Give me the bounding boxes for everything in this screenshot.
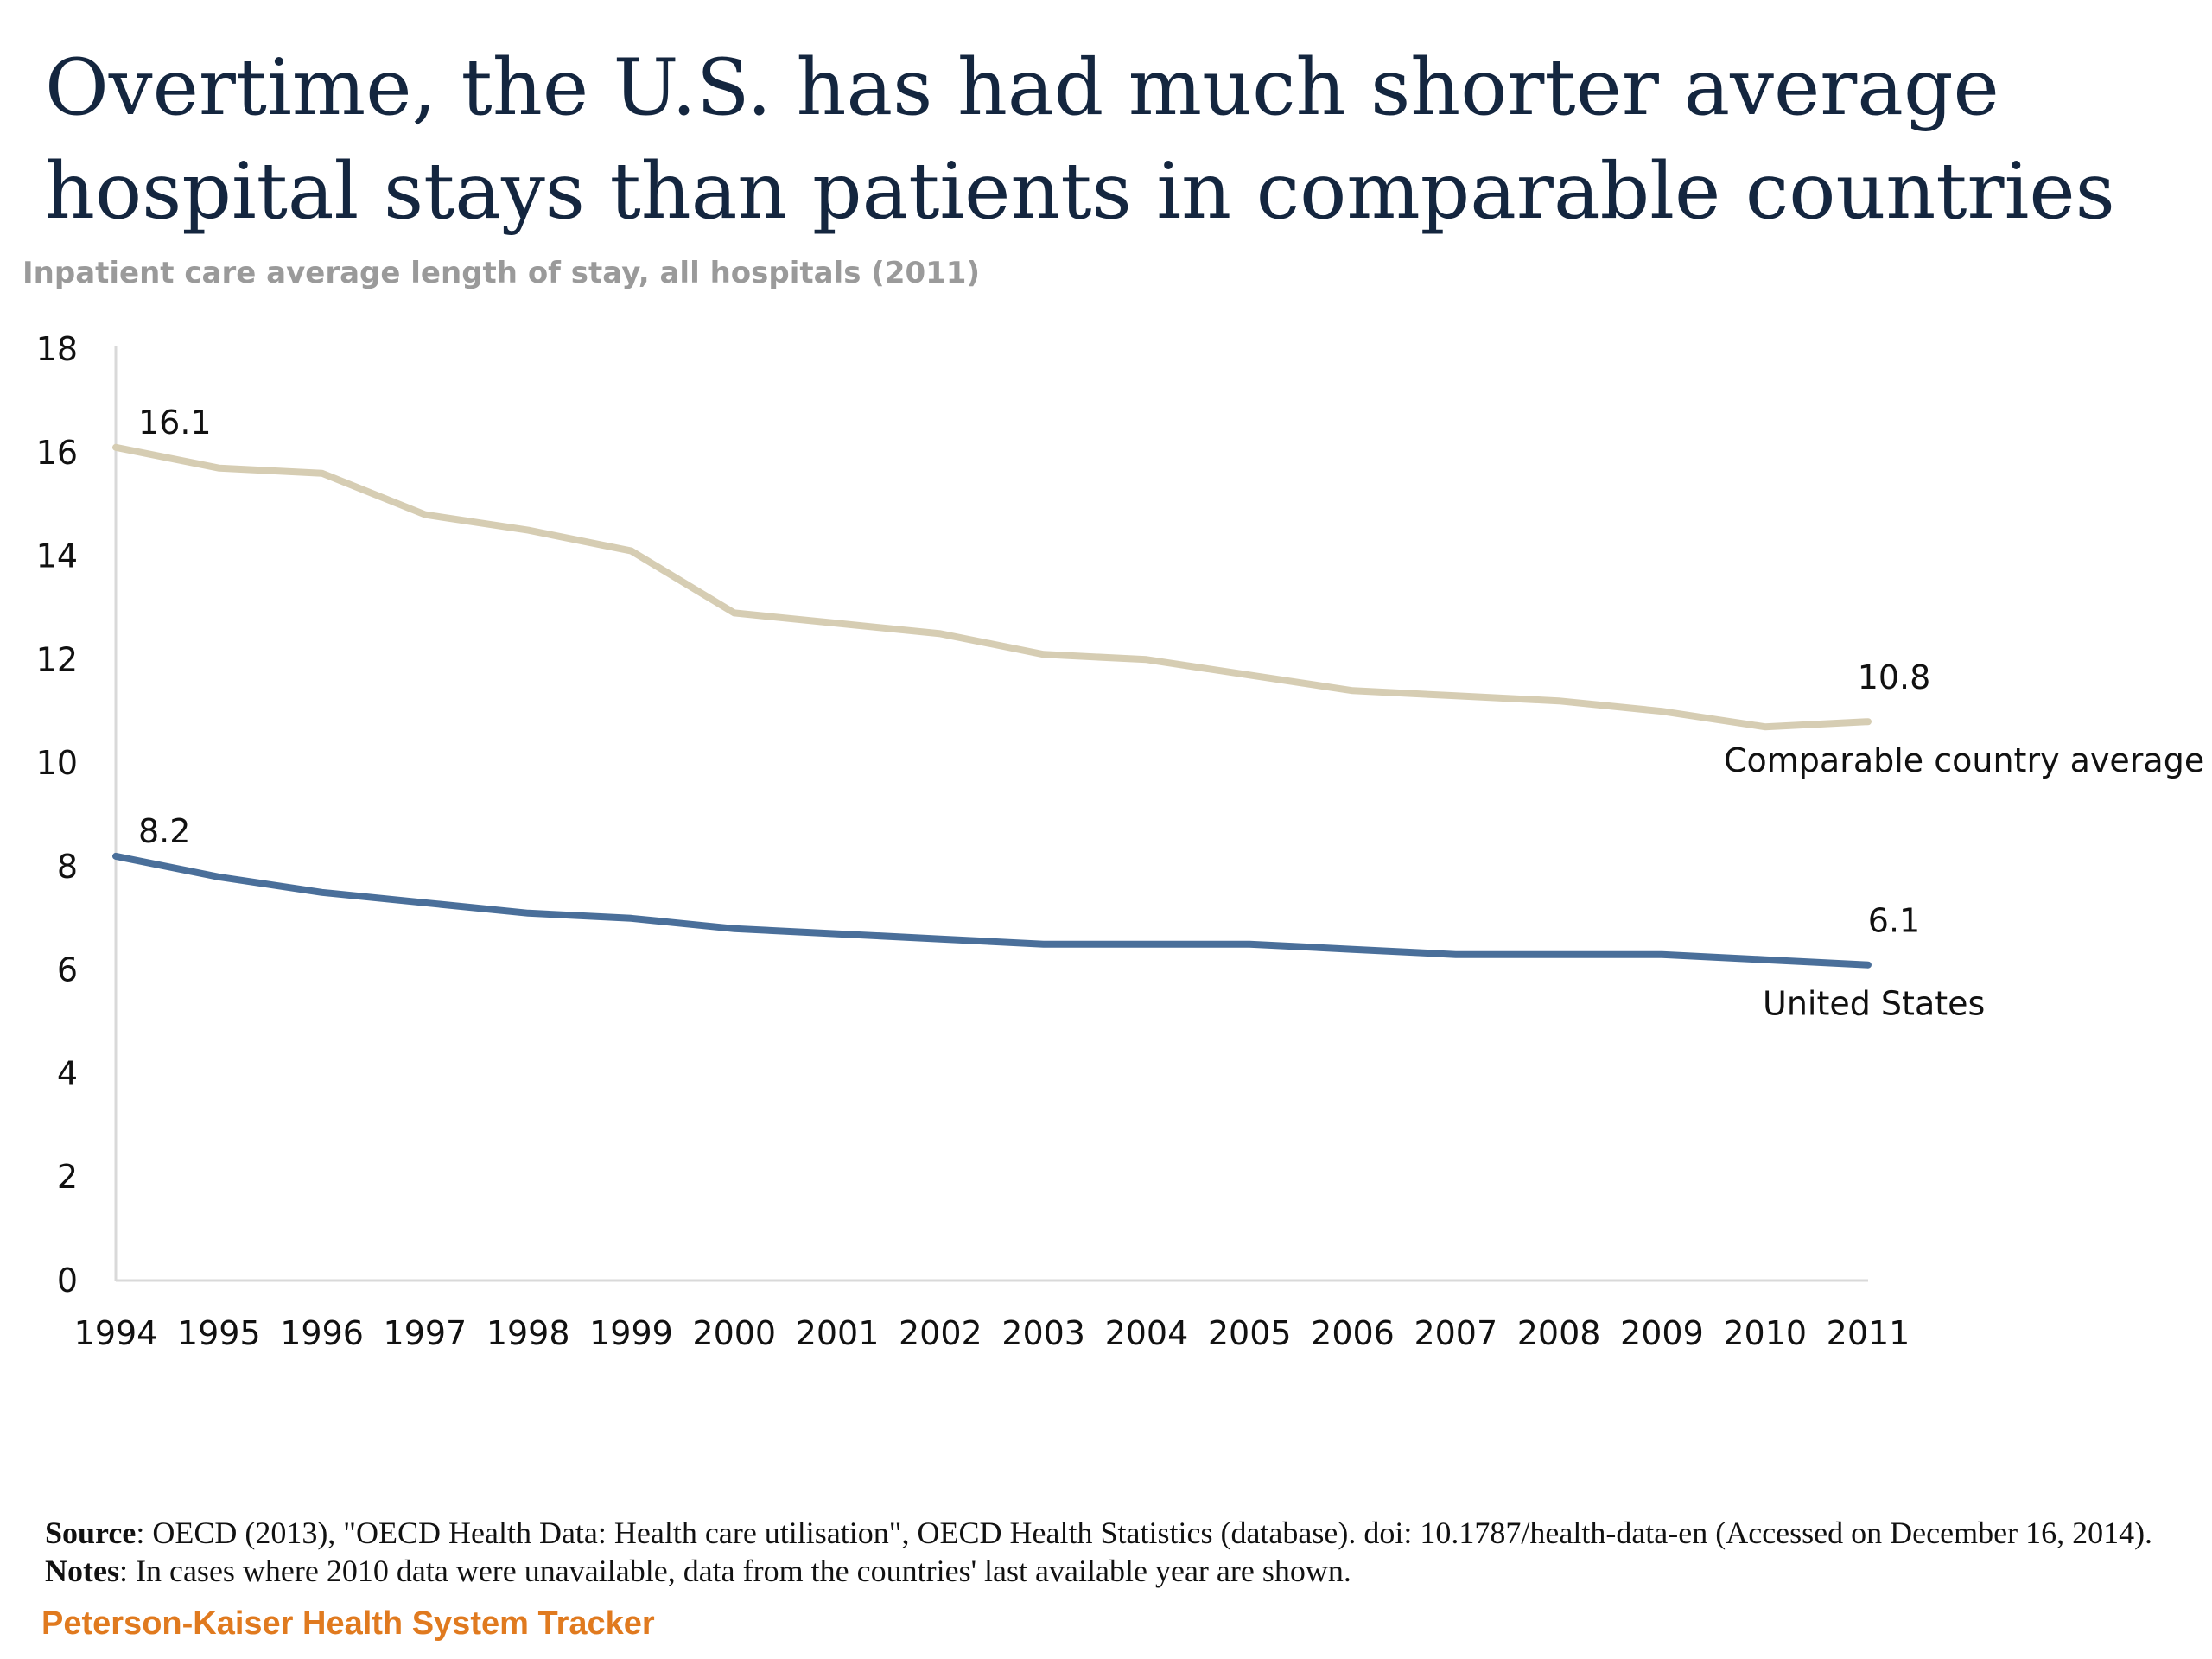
x-tick-label: 1995 [177, 1314, 261, 1352]
y-tick-label: 12 [36, 640, 78, 678]
y-tick-label: 16 [36, 434, 78, 472]
y-tick-label: 6 [57, 951, 78, 989]
x-tick-label: 2006 [1311, 1314, 1395, 1352]
x-tick-label: 2008 [1517, 1314, 1601, 1352]
comparable-country-line [112, 443, 1872, 731]
data-label-start: 16.1 [138, 404, 212, 442]
x-tick-label: 2005 [1208, 1314, 1292, 1352]
y-tick-label: 0 [57, 1262, 78, 1300]
x-tick-label: 2009 [1620, 1314, 1704, 1352]
data-label-end: 6.1 [1868, 902, 1920, 940]
x-tick-label: 2002 [899, 1314, 982, 1352]
y-tick-label: 2 [57, 1158, 78, 1196]
united-states-line [112, 852, 1872, 969]
y-tick-label: 18 [36, 330, 78, 368]
source-note: Source: OECD (2013), "OECD Health Data: … [45, 1514, 2153, 1590]
x-tick-label: 2004 [1105, 1314, 1189, 1352]
x-tick-label: 1997 [384, 1314, 467, 1352]
chart-series [112, 443, 1872, 969]
x-tick-label: 2011 [1827, 1314, 1910, 1352]
brand-name: Peterson-Kaiser Health System Tracker [41, 1605, 655, 1642]
x-tick-label: 1999 [589, 1314, 673, 1352]
x-tick-label: 2007 [1414, 1314, 1497, 1352]
x-tick-label: 1994 [74, 1314, 158, 1352]
x-tick-label: 2000 [692, 1314, 776, 1352]
source-text: : OECD (2013), "OECD Health Data: Health… [136, 1516, 2153, 1550]
x-tick-label: 2010 [1723, 1314, 1807, 1352]
x-tick-label: 2001 [796, 1314, 880, 1352]
y-tick-label: 4 [57, 1054, 78, 1092]
data-label-start: 8.2 [138, 812, 190, 850]
chart-axes: 0 2 4 6 8 10 12 14 16 18 1994 1995 1996 1997 1998 1999 2… [36, 330, 1910, 1352]
series-name-label: Comparable country average [1724, 741, 2204, 779]
x-tick-label: 2003 [1001, 1314, 1085, 1352]
y-tick-label: 8 [57, 848, 78, 886]
y-tick-label: 14 [36, 537, 78, 575]
chart-labels: 16.1 10.8 Comparable country average 8.2 6.1… [138, 404, 2204, 1023]
series-name-label: United States [1763, 985, 1985, 1023]
notes-text: : In cases where 2010 data were unavaila… [118, 1554, 1351, 1588]
chart-subtitle: Inpatient care average length of stay, a… [22, 256, 980, 290]
y-tick-label: 10 [36, 744, 78, 782]
page-title: Overtime, the U.S. has had much shorter … [45, 42, 2115, 237]
x-tick-label: 1998 [486, 1314, 570, 1352]
source-label: Source [45, 1516, 137, 1550]
x-tick-label: 1996 [280, 1314, 364, 1352]
data-label-end: 10.8 [1858, 658, 1931, 696]
notes-label: Notes [45, 1554, 119, 1588]
